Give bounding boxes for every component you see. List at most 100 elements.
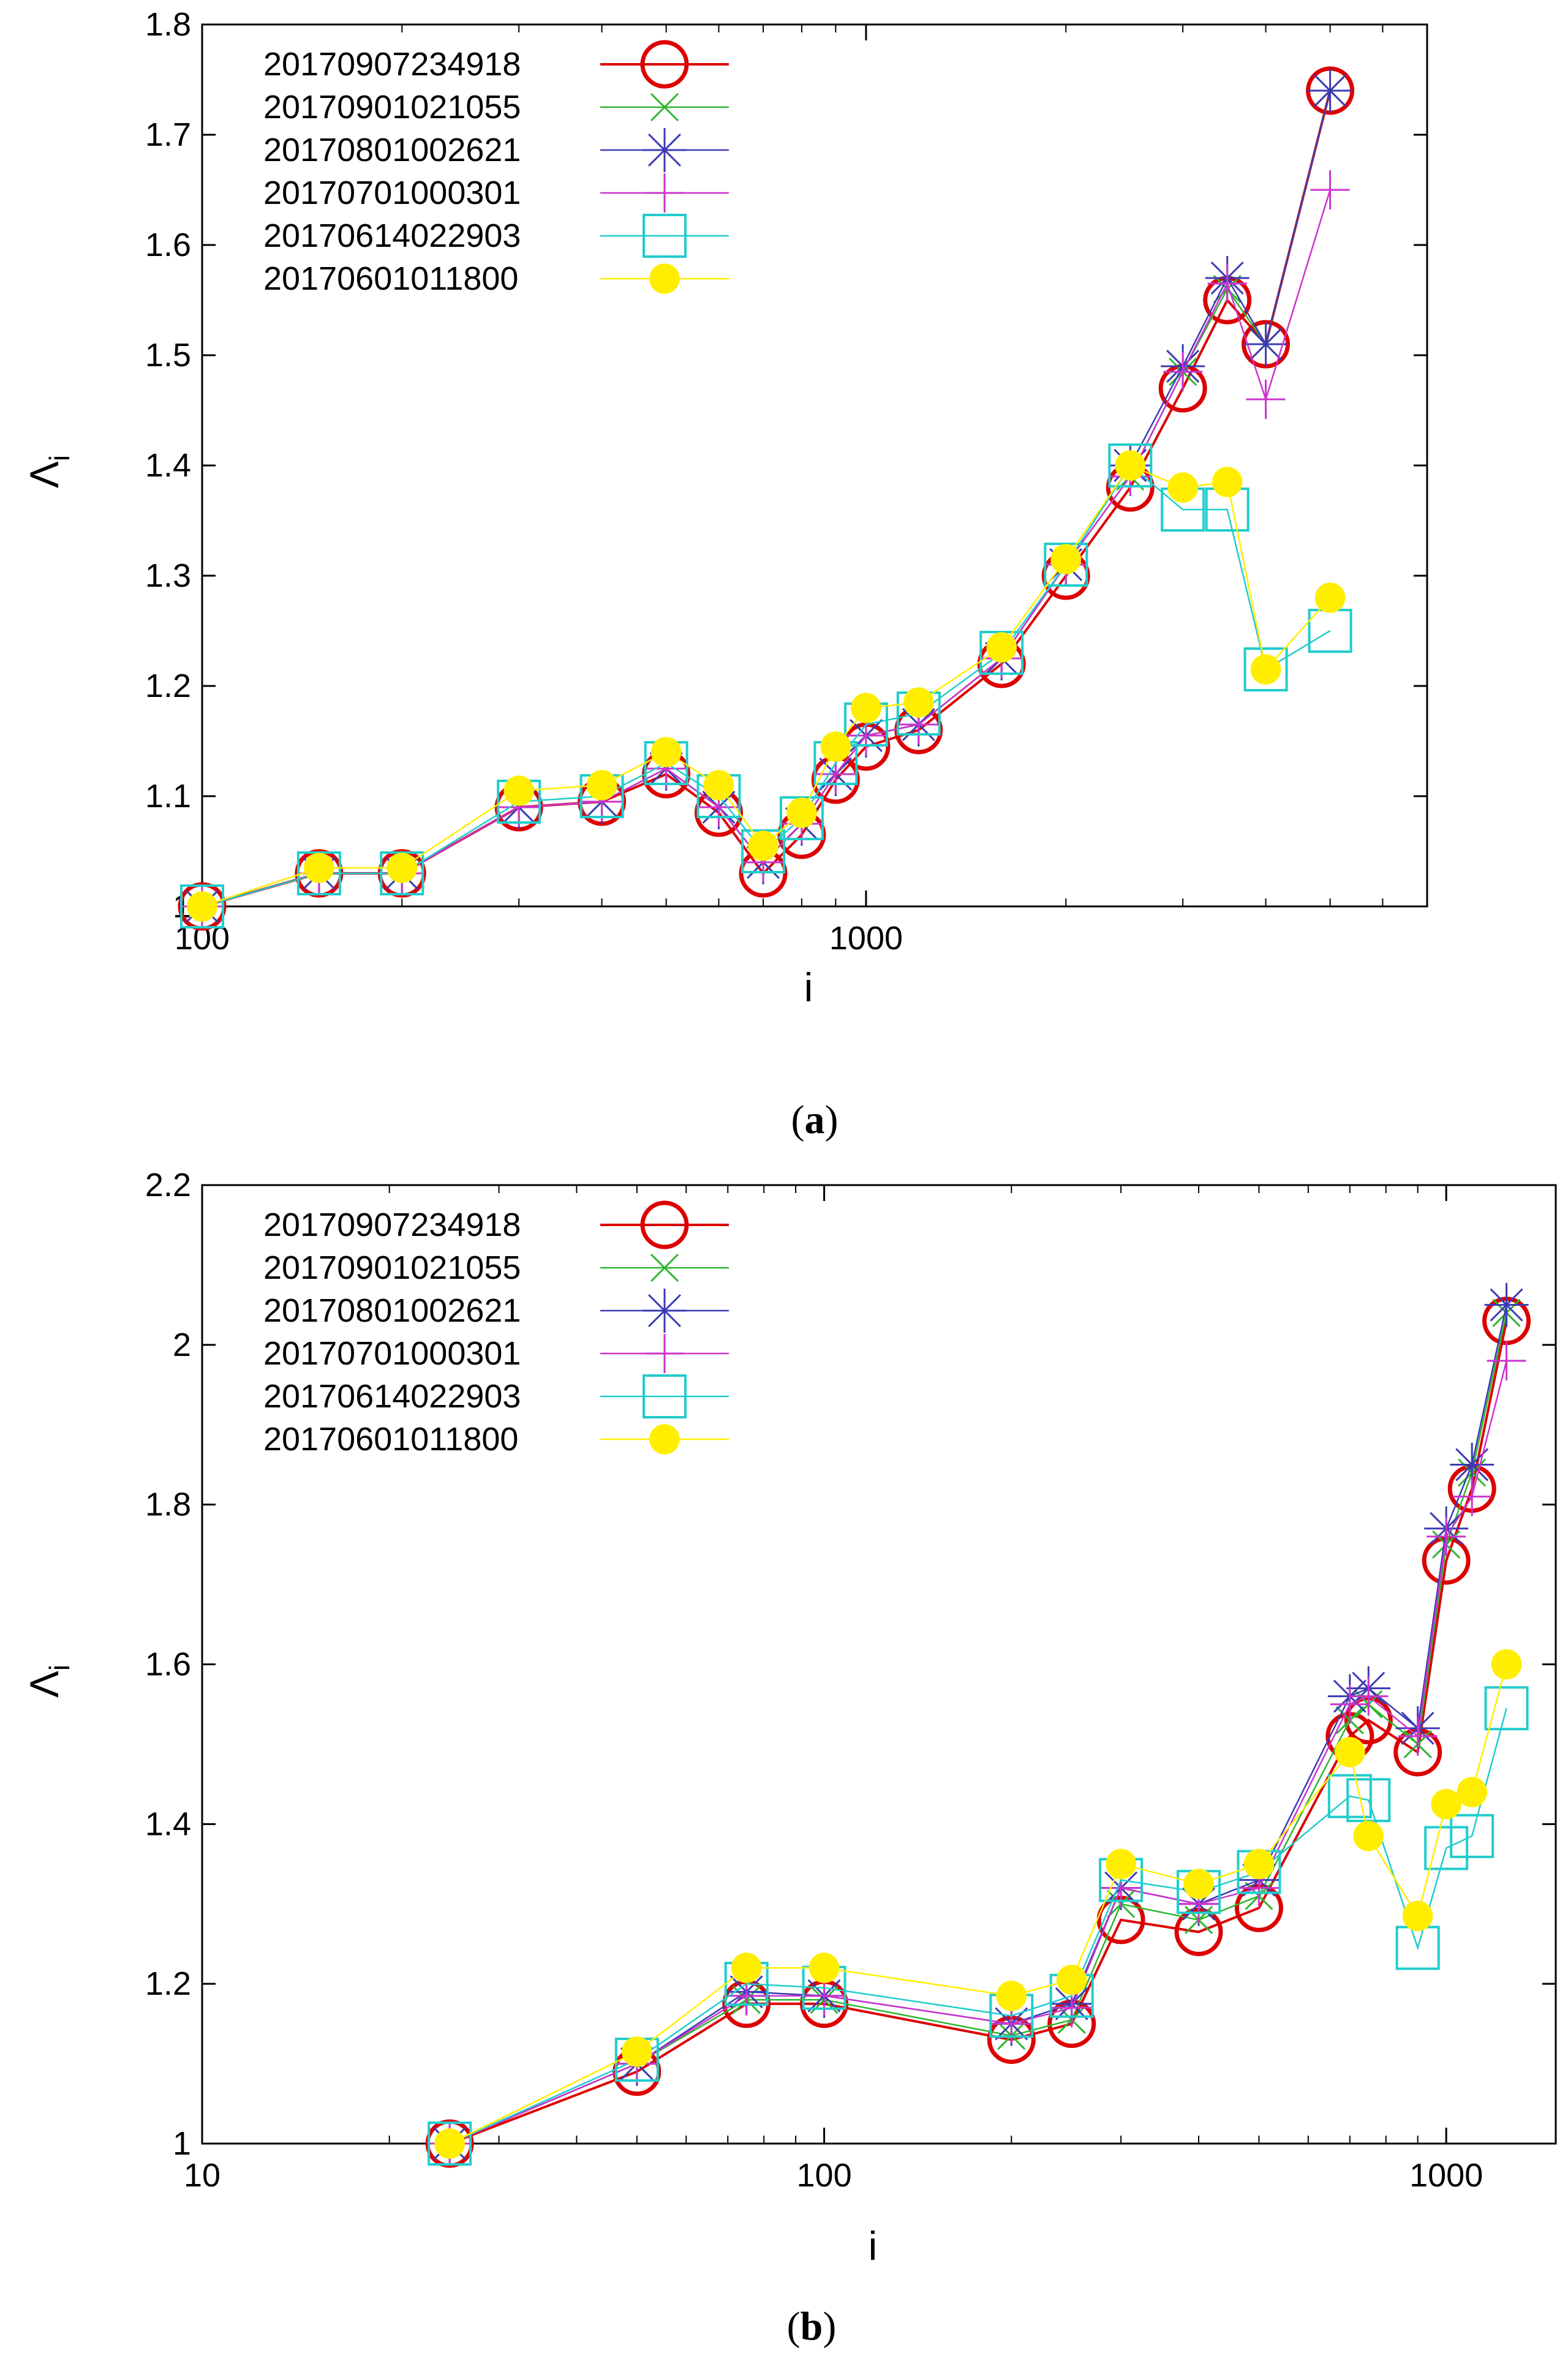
y-tick-label: 1.4: [145, 1806, 191, 1842]
data-point: [1056, 1964, 1087, 1995]
data-point: [786, 797, 817, 828]
series-line: [202, 189, 1331, 908]
series-line: [449, 1664, 1507, 2145]
data-point: [748, 830, 778, 861]
legend-marker: [645, 173, 684, 213]
legend-label: 20170614022903: [263, 1378, 521, 1415]
data-point: [187, 891, 217, 922]
data-point: [1243, 647, 1288, 691]
data-point: [903, 687, 934, 718]
x-tick-label: 1000: [829, 920, 903, 957]
y-axis-label-subscript: i: [43, 1665, 75, 1671]
data-point: [1308, 69, 1352, 113]
legend-marker: [649, 263, 680, 294]
y-tick-label: 1.4: [145, 447, 191, 484]
legend-label: 20170907234918: [263, 46, 521, 83]
y-tick-label: 1.7: [145, 116, 191, 153]
data-point: [1424, 1826, 1469, 1870]
series-line: [449, 1320, 1508, 2145]
legend-marker: [643, 128, 687, 172]
series-20170901021055: [435, 1298, 1521, 2158]
data-point: [180, 884, 224, 928]
y-tick-label: 1.6: [145, 227, 191, 263]
legend-marker: [649, 1424, 680, 1455]
panel-caption-letter: a: [805, 1098, 825, 1142]
y-tick-label: 1.5: [145, 337, 191, 374]
data-point: [1398, 1716, 1438, 1756]
series-20170601011800: [434, 1649, 1522, 2159]
legend-marker: [643, 214, 687, 258]
data-point: [996, 1980, 1027, 2011]
data-point: [1246, 380, 1286, 419]
data-point: [1167, 472, 1198, 503]
legend-marker: [643, 1289, 687, 1333]
data-point: [1353, 1821, 1384, 1851]
data-point: [820, 731, 851, 762]
y-axis-label: Λi: [21, 455, 75, 488]
data-point: [650, 737, 682, 767]
legend-label: 20170801002621: [263, 1292, 521, 1329]
series-20170907234918: [425, 1297, 1531, 2168]
y-tick-label: 1.8: [145, 6, 191, 43]
data-point: [1183, 1869, 1214, 1899]
legend-marker: [640, 40, 689, 89]
x-tick-label: 100: [797, 2157, 852, 2194]
y-tick-label: 1: [173, 2125, 191, 2162]
data-point: [1427, 1516, 1466, 1556]
x-axis-label: i: [869, 2223, 878, 2269]
data-point: [1310, 170, 1350, 209]
data-point: [1050, 544, 1082, 574]
y-axis-label-subscript: i: [43, 455, 75, 461]
data-point: [1108, 443, 1153, 488]
legend-marker: [640, 1200, 689, 1249]
y-tick-label: 1.1: [145, 778, 191, 815]
data-point: [1330, 1684, 1370, 1724]
data-point: [1308, 609, 1352, 653]
legend-label: 20170701000301: [263, 175, 521, 211]
data-point: [1484, 1686, 1529, 1731]
data-point: [1487, 1341, 1526, 1380]
legend-label: 20170901021055: [263, 89, 521, 126]
series-20170601011800: [187, 450, 1346, 922]
y-tick-label: 1.2: [145, 1965, 191, 2002]
data-point: [586, 770, 617, 800]
y-tick-label: 1.3: [145, 557, 191, 594]
data-point: [809, 1952, 840, 1983]
legend-label: 20170601011800: [263, 1421, 518, 1458]
data-point: [1452, 1477, 1492, 1516]
data-point: [1212, 467, 1243, 497]
data-point: [1250, 654, 1281, 685]
data-point: [1431, 1788, 1461, 1820]
data-point: [296, 851, 341, 895]
data-point: [1115, 450, 1146, 481]
data-point: [1163, 352, 1203, 391]
data-point: [1335, 1737, 1365, 1768]
legend-marker: [650, 1253, 679, 1282]
legend-label: 20170901021055: [263, 1249, 521, 1286]
data-point: [1349, 1676, 1389, 1716]
data-point: [1044, 543, 1088, 587]
x-tick-label: 1000: [1409, 2157, 1483, 2194]
panel-caption-letter: b: [801, 2304, 823, 2349]
data-point: [779, 796, 824, 840]
data-point: [1314, 582, 1346, 613]
data-point: [503, 775, 534, 806]
data-point: [304, 853, 334, 883]
y-tick-label: 1.2: [145, 668, 191, 704]
legend-marker: [645, 1334, 684, 1373]
data-point: [741, 829, 786, 873]
legend-label: 20170801002621: [263, 132, 521, 168]
data-point: [731, 1952, 762, 1983]
x-axis-label: i: [804, 965, 813, 1010]
chart-panel-b: 11.21.41.61.822.210 100 1000iΛi(b)20170907…: [21, 1167, 1557, 2349]
data-point: [1106, 1848, 1136, 1880]
legend-marker: [650, 92, 679, 122]
data-point: [1450, 1813, 1494, 1858]
data-point: [986, 632, 1017, 663]
data-point: [1243, 322, 1288, 366]
data-point: [386, 853, 418, 883]
data-point: [1327, 1774, 1372, 1818]
legend-label: 20170601011800: [263, 260, 518, 297]
